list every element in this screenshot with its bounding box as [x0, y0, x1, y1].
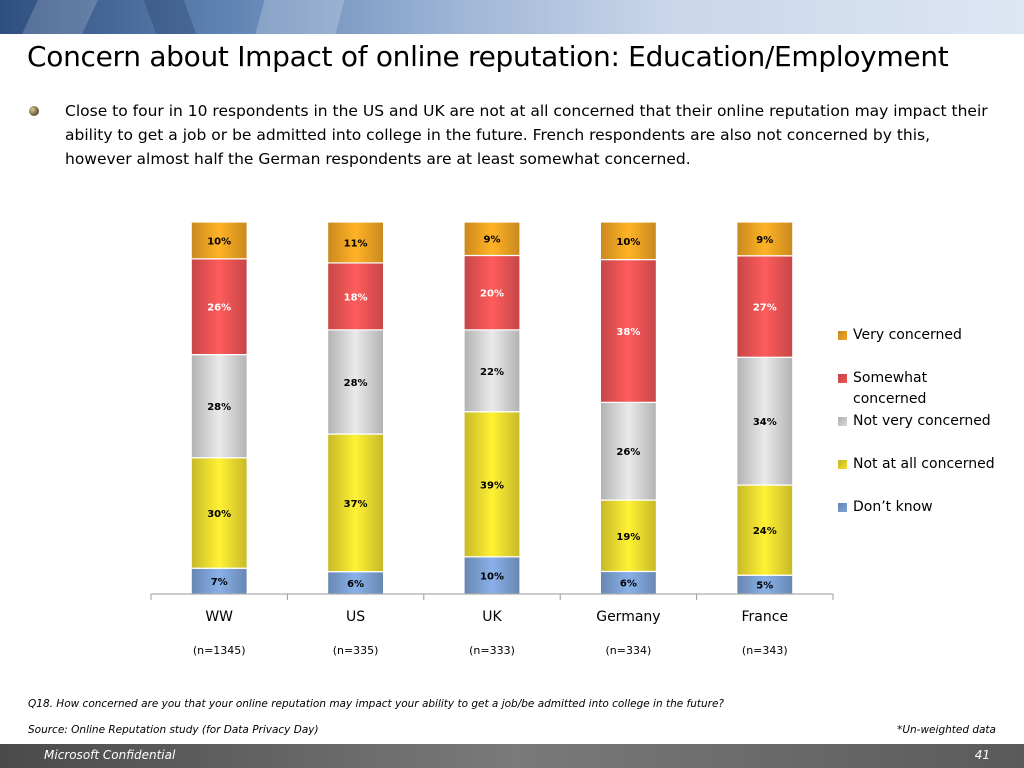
data-label-germany-1: 19% [616, 532, 640, 543]
data-label-france-4: 9% [756, 235, 773, 246]
data-label-uk-1: 39% [480, 480, 504, 491]
data-label-us-4: 11% [344, 238, 368, 249]
bar-france-somewhat-concerned [736, 255, 794, 358]
bar-uk-not-very-concerned [463, 329, 521, 413]
bar-uk-not-at-all-concerned [463, 411, 521, 558]
data-label-uk-4: 9% [484, 235, 501, 246]
bar-ww-not-at-all-concerned [190, 457, 248, 569]
data-label-ww-0: 7% [211, 577, 228, 588]
slide-title: Concern about Impact of online reputatio… [27, 40, 949, 73]
data-label-germany-3: 38% [616, 327, 640, 338]
bar-us-not-at-all-concerned [327, 433, 385, 573]
bar-france-very-concerned [736, 221, 794, 257]
category-label-uk: UK [482, 609, 502, 625]
data-label-germany-2: 26% [616, 447, 640, 458]
data-label-germany-4: 10% [616, 237, 640, 248]
category-label-us: US [346, 609, 365, 625]
data-label-uk-2: 22% [480, 367, 504, 378]
data-label-us-1: 37% [344, 499, 368, 510]
legend-label: Don’t know [853, 499, 933, 515]
data-label-france-3: 27% [753, 303, 777, 314]
page-number: 41 [974, 748, 990, 762]
slide-body-text: Close to four in 10 respondents in the U… [65, 102, 988, 168]
category-label-france: France [742, 609, 789, 625]
bar-uk-very-concerned [463, 221, 521, 257]
sample-size-ww: (n=1345) [193, 644, 246, 657]
bar-france-not-very-concerned [736, 356, 794, 486]
data-label-uk-3: 20% [480, 289, 504, 300]
category-label-ww: WW [205, 609, 233, 625]
data-label-uk-0: 10% [480, 571, 504, 582]
source-note: Source: Online Reputation study (for Dat… [28, 724, 319, 736]
bar-ww-somewhat-concerned [190, 258, 248, 356]
bar-france-not-at-all-concerned [736, 484, 794, 576]
legend-label: Not very concerned [853, 413, 991, 429]
bar-germany-somewhat-concerned [599, 258, 658, 403]
data-label-us-0: 6% [347, 579, 364, 590]
sample-size-us: (n=335) [333, 644, 379, 657]
legend-label: Somewhat concerned [853, 370, 928, 407]
bar-germany-not-at-all-concerned [599, 499, 658, 573]
bar-us-not-very-concerned [327, 329, 385, 435]
bar-us-somewhat-concerned [327, 262, 385, 331]
data-label-france-2: 34% [753, 417, 777, 428]
legend-swatch [838, 417, 847, 426]
data-label-france-0: 5% [756, 581, 773, 592]
category-label-germany: Germany [596, 609, 660, 625]
bar-ww-don-t-know [190, 567, 248, 595]
sample-size-uk: (n=333) [469, 644, 515, 657]
data-label-us-2: 28% [344, 378, 368, 389]
legend-swatch [838, 374, 847, 383]
sample-size-france: (n=343) [742, 644, 788, 657]
data-label-ww-1: 30% [207, 509, 231, 520]
bullet-icon [29, 106, 39, 116]
footer-bar: Microsoft Confidential 41 [0, 744, 1024, 768]
data-label-france-1: 24% [753, 526, 777, 537]
legend-label: Not at all concerned [853, 456, 995, 472]
bar-uk-don-t-know [463, 556, 521, 595]
header-banner [0, 0, 1024, 34]
bar-us-very-concerned [327, 221, 385, 264]
data-label-ww-2: 28% [207, 402, 231, 413]
confidential-label: Microsoft Confidential [44, 748, 176, 762]
data-label-us-3: 18% [344, 292, 368, 303]
stacked-bar-chart: 7% 30% 28% 26% 10% 6% 37% 28% 18% 11% 10% 39% 22% 20%… [150, 221, 834, 657]
legend-label: Very concerned [853, 327, 962, 343]
unweighted-note: *Un-weighted data [897, 724, 996, 736]
survey-question: Q18. How concerned are you that your onl… [28, 698, 725, 710]
bar-ww-very-concerned [190, 221, 248, 260]
data-label-germany-0: 6% [620, 579, 637, 590]
data-label-ww-4: 10% [207, 236, 231, 247]
bar-germany-very-concerned [599, 221, 658, 261]
legend-swatch [838, 331, 847, 340]
legend-swatch [838, 503, 847, 512]
legend-swatch [838, 460, 847, 469]
sample-size-germany: (n=334) [606, 644, 652, 657]
data-label-ww-3: 26% [207, 303, 231, 314]
